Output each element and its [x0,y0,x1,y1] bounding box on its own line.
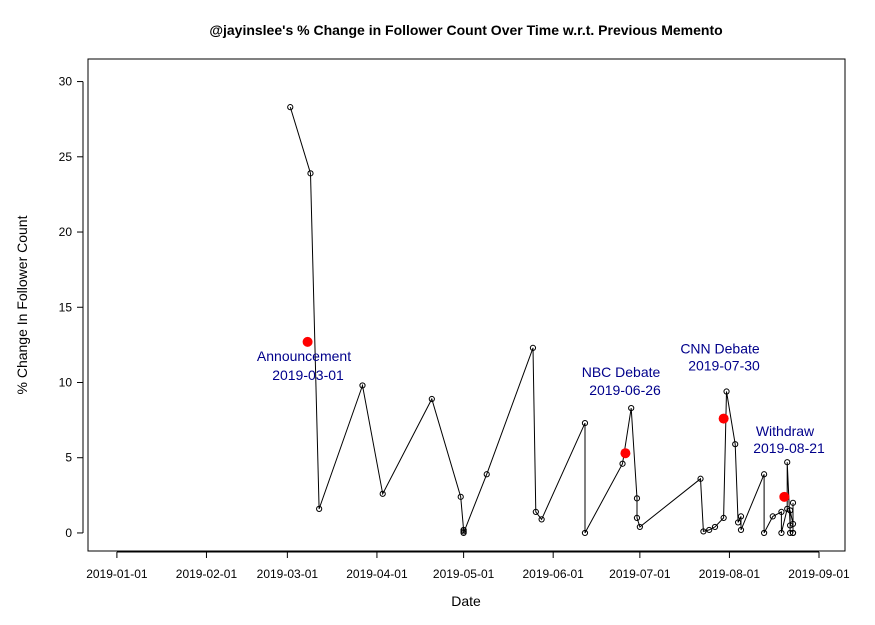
y-axis: 0 5 10 15 20 25 30 [59,75,84,540]
x-tick-label: 2019-07-01 [609,567,671,581]
series-line [289,106,794,534]
data-point [483,471,490,478]
event-date-label: 2019-07-30 [688,358,760,374]
x-tick-label: 2019-04-01 [346,567,408,581]
data-point [428,395,435,403]
y-tick-label: 25 [59,150,73,164]
data-point [538,516,545,523]
data-point [581,529,589,537]
data-point [457,493,464,500]
chart-title: @jayinslee's % Change in Follower Count … [209,22,722,38]
data-point [737,513,745,520]
data-point [789,529,797,537]
x-tick-label: 2019-09-01 [788,567,850,581]
y-tick-label: 15 [59,300,73,314]
x-tick-label: 2019-01-01 [86,567,148,581]
data-point [723,388,730,395]
data-point [784,459,791,466]
data-point [529,344,537,351]
data-point [789,499,797,506]
data-point [379,490,386,497]
y-tick-label: 30 [59,75,73,89]
data-point [720,514,727,521]
data-point [307,170,314,177]
data-point [633,514,641,521]
y-tick-label: 0 [65,526,72,540]
y-tick-label: 5 [65,451,72,465]
x-tick-label: 2019-08-01 [699,567,761,581]
event-date-label: 2019-08-21 [753,440,825,456]
event-label: Withdraw [756,423,815,439]
data-point [628,404,635,412]
event-marker [302,336,313,347]
event-marker [620,448,631,459]
data-point [359,382,366,389]
data-point [711,523,719,531]
y-tick-label: 10 [59,375,73,389]
x-axis: 2019-01-01 2019-02-01 2019-03-01 2019-04-01… [86,551,850,581]
data-point [734,519,742,526]
data-point [778,529,785,537]
data-point [700,528,707,535]
data-point [532,508,539,515]
x-tick-label: 2019-06-01 [522,567,584,581]
data-point [760,471,768,478]
event-marker [779,491,790,502]
data-point [581,420,589,427]
data-point [787,529,794,537]
y-tick-label: 20 [59,225,73,239]
data-point [778,508,785,515]
x-tick-label: 2019-05-01 [433,567,495,581]
data-point [633,495,641,502]
x-axis-title: Date [451,593,481,609]
event-date-label: 2019-03-01 [272,367,344,383]
data-point [737,526,745,534]
data-point [706,526,713,534]
plot-frame [87,58,846,552]
data-point [697,475,704,482]
data-point [636,523,643,531]
event-label: CNN Debate [680,341,760,357]
data-point [287,104,294,111]
y-axis-title: % Change In Follower Count [14,215,30,394]
data-point [769,513,776,520]
events-layer: Announcement 2019-03-01 NBC Debate 2019-06-… [257,336,825,502]
x-tick-label: 2019-03-01 [257,567,319,581]
event-label: Announcement [257,348,351,364]
x-tick-label: 2019-02-01 [176,567,238,581]
data-point [316,505,323,512]
data-point [619,460,626,467]
event-date-label: 2019-06-26 [589,382,661,398]
data-point [460,529,467,537]
event-label: NBC Debate [582,364,661,380]
data-point [787,507,794,514]
data-point [760,529,768,537]
event-marker [718,413,729,424]
data-point [789,520,797,528]
data-point [732,441,739,448]
series-layer [287,104,797,537]
